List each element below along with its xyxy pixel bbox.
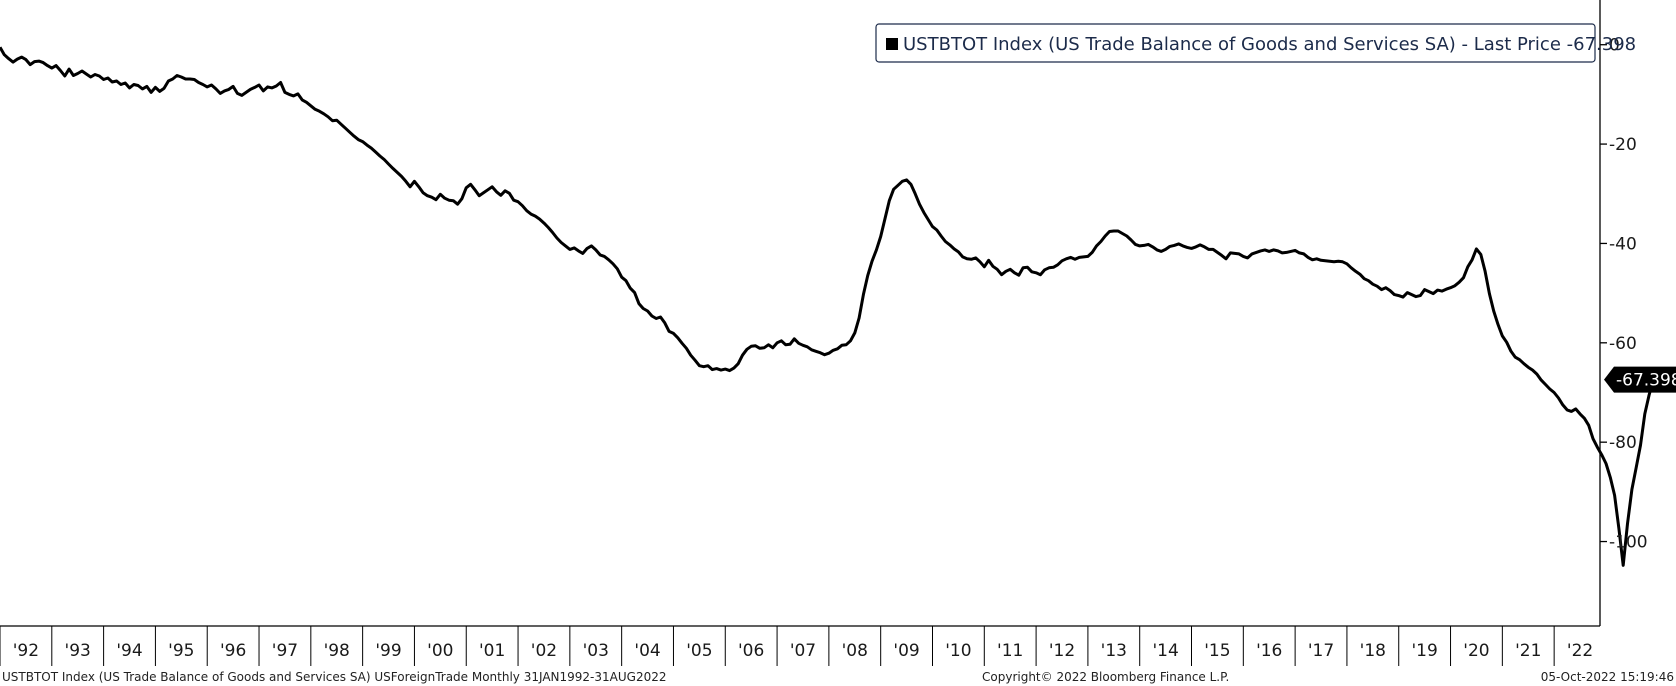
y-tick-label: -80 <box>1609 433 1637 453</box>
x-tick-label: '15 <box>1204 641 1230 661</box>
footer-timestamp: 05-Oct-2022 15:19:46 <box>1540 670 1674 684</box>
x-tick-label: '10 <box>945 641 971 661</box>
last-price-marker: -67.398 <box>1604 366 1676 393</box>
x-tick-label: '98 <box>324 641 350 661</box>
series-line <box>0 46 1655 567</box>
x-tick-label: '99 <box>375 641 401 661</box>
x-tick-label: '08 <box>842 641 868 661</box>
x-tick-label: '14 <box>1152 641 1178 661</box>
x-tick-label: '03 <box>583 641 609 661</box>
x-tick-label: '13 <box>1101 641 1127 661</box>
x-tick-label: '11 <box>997 641 1023 661</box>
x-tick-label: '06 <box>738 641 764 661</box>
legend-swatch <box>886 38 898 50</box>
y-tick-label: -40 <box>1609 234 1637 254</box>
x-tick-label: '12 <box>1049 641 1075 661</box>
x-tick-label: '01 <box>479 641 505 661</box>
last-price-label: -67.398 <box>1616 371 1676 391</box>
x-tick-label: '07 <box>790 641 816 661</box>
legend: USTBTOT Index (US Trade Balance of Goods… <box>875 23 1636 63</box>
x-tick-label: '19 <box>1411 641 1437 661</box>
x-tick-label: '93 <box>65 641 91 661</box>
x-tick-label: '16 <box>1256 641 1282 661</box>
x-tick-label: '05 <box>686 641 712 661</box>
x-tick-label: '17 <box>1308 641 1334 661</box>
plot-area <box>0 46 1655 567</box>
y-tick-label: 0 <box>1609 36 1620 56</box>
x-tick-label: '20 <box>1463 641 1489 661</box>
x-tick-label: '21 <box>1515 641 1541 661</box>
x-tick-label: '97 <box>272 641 298 661</box>
x-tick-label: '95 <box>168 641 194 661</box>
x-tick-label: '02 <box>531 641 557 661</box>
x-tick-label: '94 <box>116 641 142 661</box>
footer-source: USTBTOT Index (US Trade Balance of Goods… <box>2 670 667 684</box>
y-tick-label: -60 <box>1609 334 1637 354</box>
x-tick-label: '96 <box>220 641 246 661</box>
x-tick-label: '04 <box>634 641 660 661</box>
x-tick-label: '00 <box>427 641 453 661</box>
y-axis: 0 -20 -40 -60 -80 -100 <box>1599 0 1648 626</box>
x-tick-label: '09 <box>893 641 919 661</box>
legend-box <box>875 23 1596 63</box>
y-tick-label: -20 <box>1609 135 1637 155</box>
last-price-badge <box>1604 366 1676 393</box>
footer-copyright: Copyright© 2022 Bloomberg Finance L.P. <box>982 670 1230 684</box>
y-tick-label: -100 <box>1609 533 1648 553</box>
x-tick-label: '92 <box>13 641 39 661</box>
x-tick-label: '22 <box>1567 641 1593 661</box>
x-axis: '92 '93 '94 '95 '96 '97 '98 '99 '00 '01 '02 '03 '04 '… <box>0 625 1600 666</box>
x-tick-label: '18 <box>1360 641 1386 661</box>
legend-label: USTBTOT Index (US Trade Balance of Goods… <box>903 34 1636 55</box>
